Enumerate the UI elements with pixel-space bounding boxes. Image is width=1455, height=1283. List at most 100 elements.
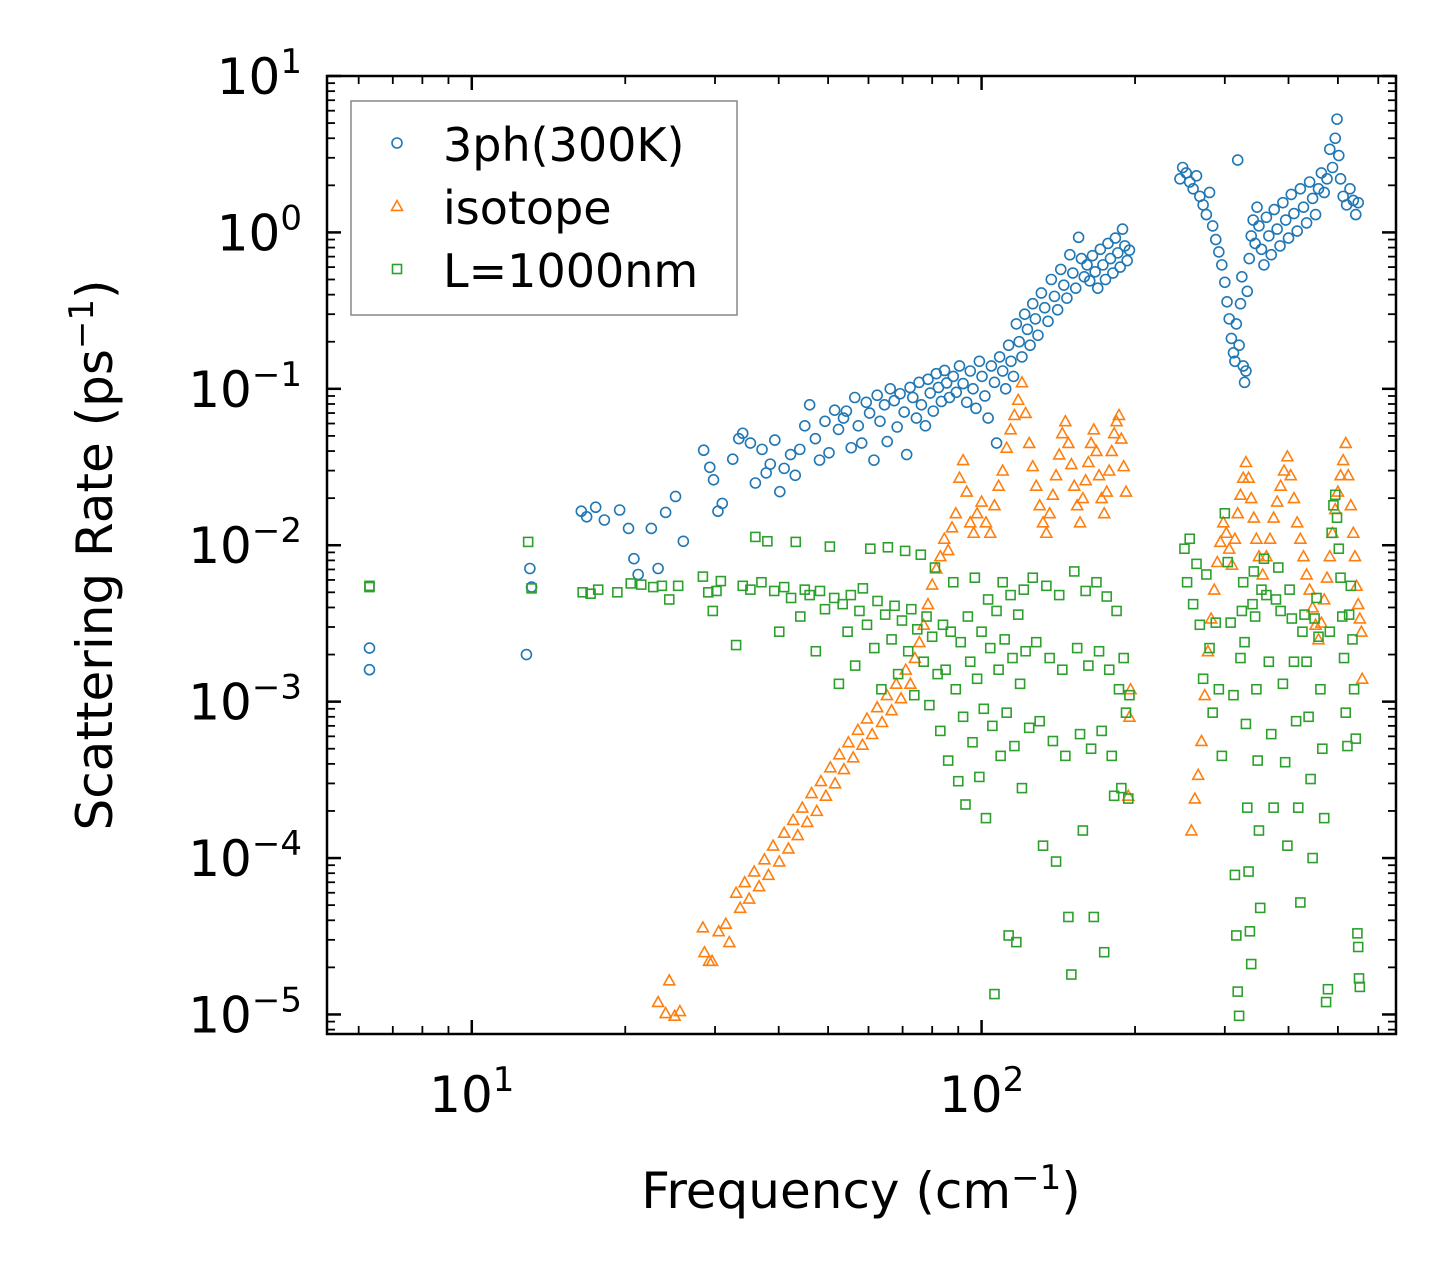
series-0 xyxy=(363,113,1365,676)
data-point xyxy=(1230,318,1243,330)
data-point xyxy=(863,407,876,419)
data-point xyxy=(1020,645,1031,657)
data-point xyxy=(970,402,982,415)
data-point xyxy=(1078,473,1093,486)
data-point xyxy=(1254,902,1266,914)
data-point xyxy=(1191,558,1202,570)
data-point xyxy=(841,735,856,748)
data-point xyxy=(663,594,675,605)
data-point xyxy=(1229,869,1241,881)
data-point xyxy=(677,535,690,548)
data-point xyxy=(795,800,810,813)
data-point xyxy=(1018,405,1033,419)
data-point xyxy=(1042,315,1054,328)
data-point xyxy=(363,663,376,676)
data-point xyxy=(598,514,611,526)
data-point xyxy=(1295,897,1306,908)
data-point xyxy=(1268,802,1279,813)
data-point xyxy=(999,383,1012,395)
data-point xyxy=(1311,632,1326,645)
data-point xyxy=(842,626,853,637)
data-point xyxy=(1077,825,1089,836)
data-point xyxy=(903,676,918,690)
data-point xyxy=(1270,494,1285,507)
data-point xyxy=(809,803,824,817)
data-point xyxy=(1239,454,1253,468)
data-point xyxy=(1318,812,1330,824)
data-point xyxy=(1248,566,1260,577)
data-point xyxy=(1241,470,1256,483)
data-point xyxy=(1241,802,1253,813)
data-point xyxy=(970,506,984,519)
legend-marker xyxy=(391,137,403,149)
y-tick-label: 10−1 xyxy=(188,355,302,419)
data-point xyxy=(749,477,762,489)
data-point xyxy=(1022,435,1037,449)
data-point xyxy=(898,406,910,418)
data-point xyxy=(997,576,1008,588)
data-point xyxy=(1096,725,1107,737)
data-point xyxy=(1270,594,1282,605)
legend-label: L=1000nm xyxy=(443,244,698,298)
data-point xyxy=(967,383,979,395)
data-point xyxy=(745,584,756,595)
data-point xyxy=(1342,740,1353,752)
data-point xyxy=(1124,689,1135,701)
data-point xyxy=(1080,585,1091,597)
data-point xyxy=(1058,414,1073,427)
data-point xyxy=(756,576,767,588)
data-point xyxy=(911,624,923,635)
data-point xyxy=(1282,232,1295,244)
data-point xyxy=(1058,279,1070,291)
data-point xyxy=(1069,282,1082,294)
data-point xyxy=(1003,930,1014,941)
data-point xyxy=(915,399,928,411)
data-point xyxy=(1344,183,1356,195)
data-point xyxy=(1071,642,1083,654)
data-point xyxy=(1122,793,1134,804)
data-point xyxy=(1332,149,1345,162)
data-point xyxy=(1263,531,1277,544)
data-point xyxy=(1187,791,1202,804)
series-1 xyxy=(651,375,1370,1022)
data-point xyxy=(1334,173,1347,185)
plot-frame xyxy=(325,74,1398,1036)
data-point xyxy=(875,714,889,728)
data-point xyxy=(777,825,792,839)
data-point xyxy=(1104,443,1119,457)
data-point xyxy=(726,453,739,465)
data-point xyxy=(1320,570,1334,583)
data-point xyxy=(803,399,816,411)
data-point xyxy=(942,755,954,766)
data-point xyxy=(1244,926,1256,937)
data-point xyxy=(1313,631,1324,643)
data-point xyxy=(941,543,956,556)
data-point xyxy=(1066,969,1077,980)
data-point xyxy=(922,373,934,386)
legend-entry: 3ph(300K) xyxy=(391,118,684,172)
data-point xyxy=(1116,782,1127,794)
data-point xyxy=(628,552,640,565)
data-point xyxy=(1123,682,1138,695)
data-point xyxy=(1231,930,1242,941)
data-point xyxy=(964,365,977,377)
data-point xyxy=(1326,527,1337,539)
data-point xyxy=(1035,287,1048,299)
data-point xyxy=(814,774,828,787)
data-point xyxy=(798,420,811,432)
data-point xyxy=(1030,636,1042,648)
data-point xyxy=(947,576,959,588)
data-point xyxy=(697,571,709,582)
data-point xyxy=(697,945,712,958)
data-point xyxy=(1023,722,1035,734)
data-point xyxy=(1249,611,1261,622)
data-point xyxy=(1007,407,1022,421)
data-point xyxy=(894,387,906,400)
data-point xyxy=(1067,267,1079,279)
data-point xyxy=(1349,578,1364,592)
data-point xyxy=(1001,707,1012,718)
data-point xyxy=(823,446,835,459)
data-point xyxy=(1333,543,1345,555)
data-point xyxy=(1230,506,1245,519)
y-tick-label-exp: 1 xyxy=(280,42,302,82)
